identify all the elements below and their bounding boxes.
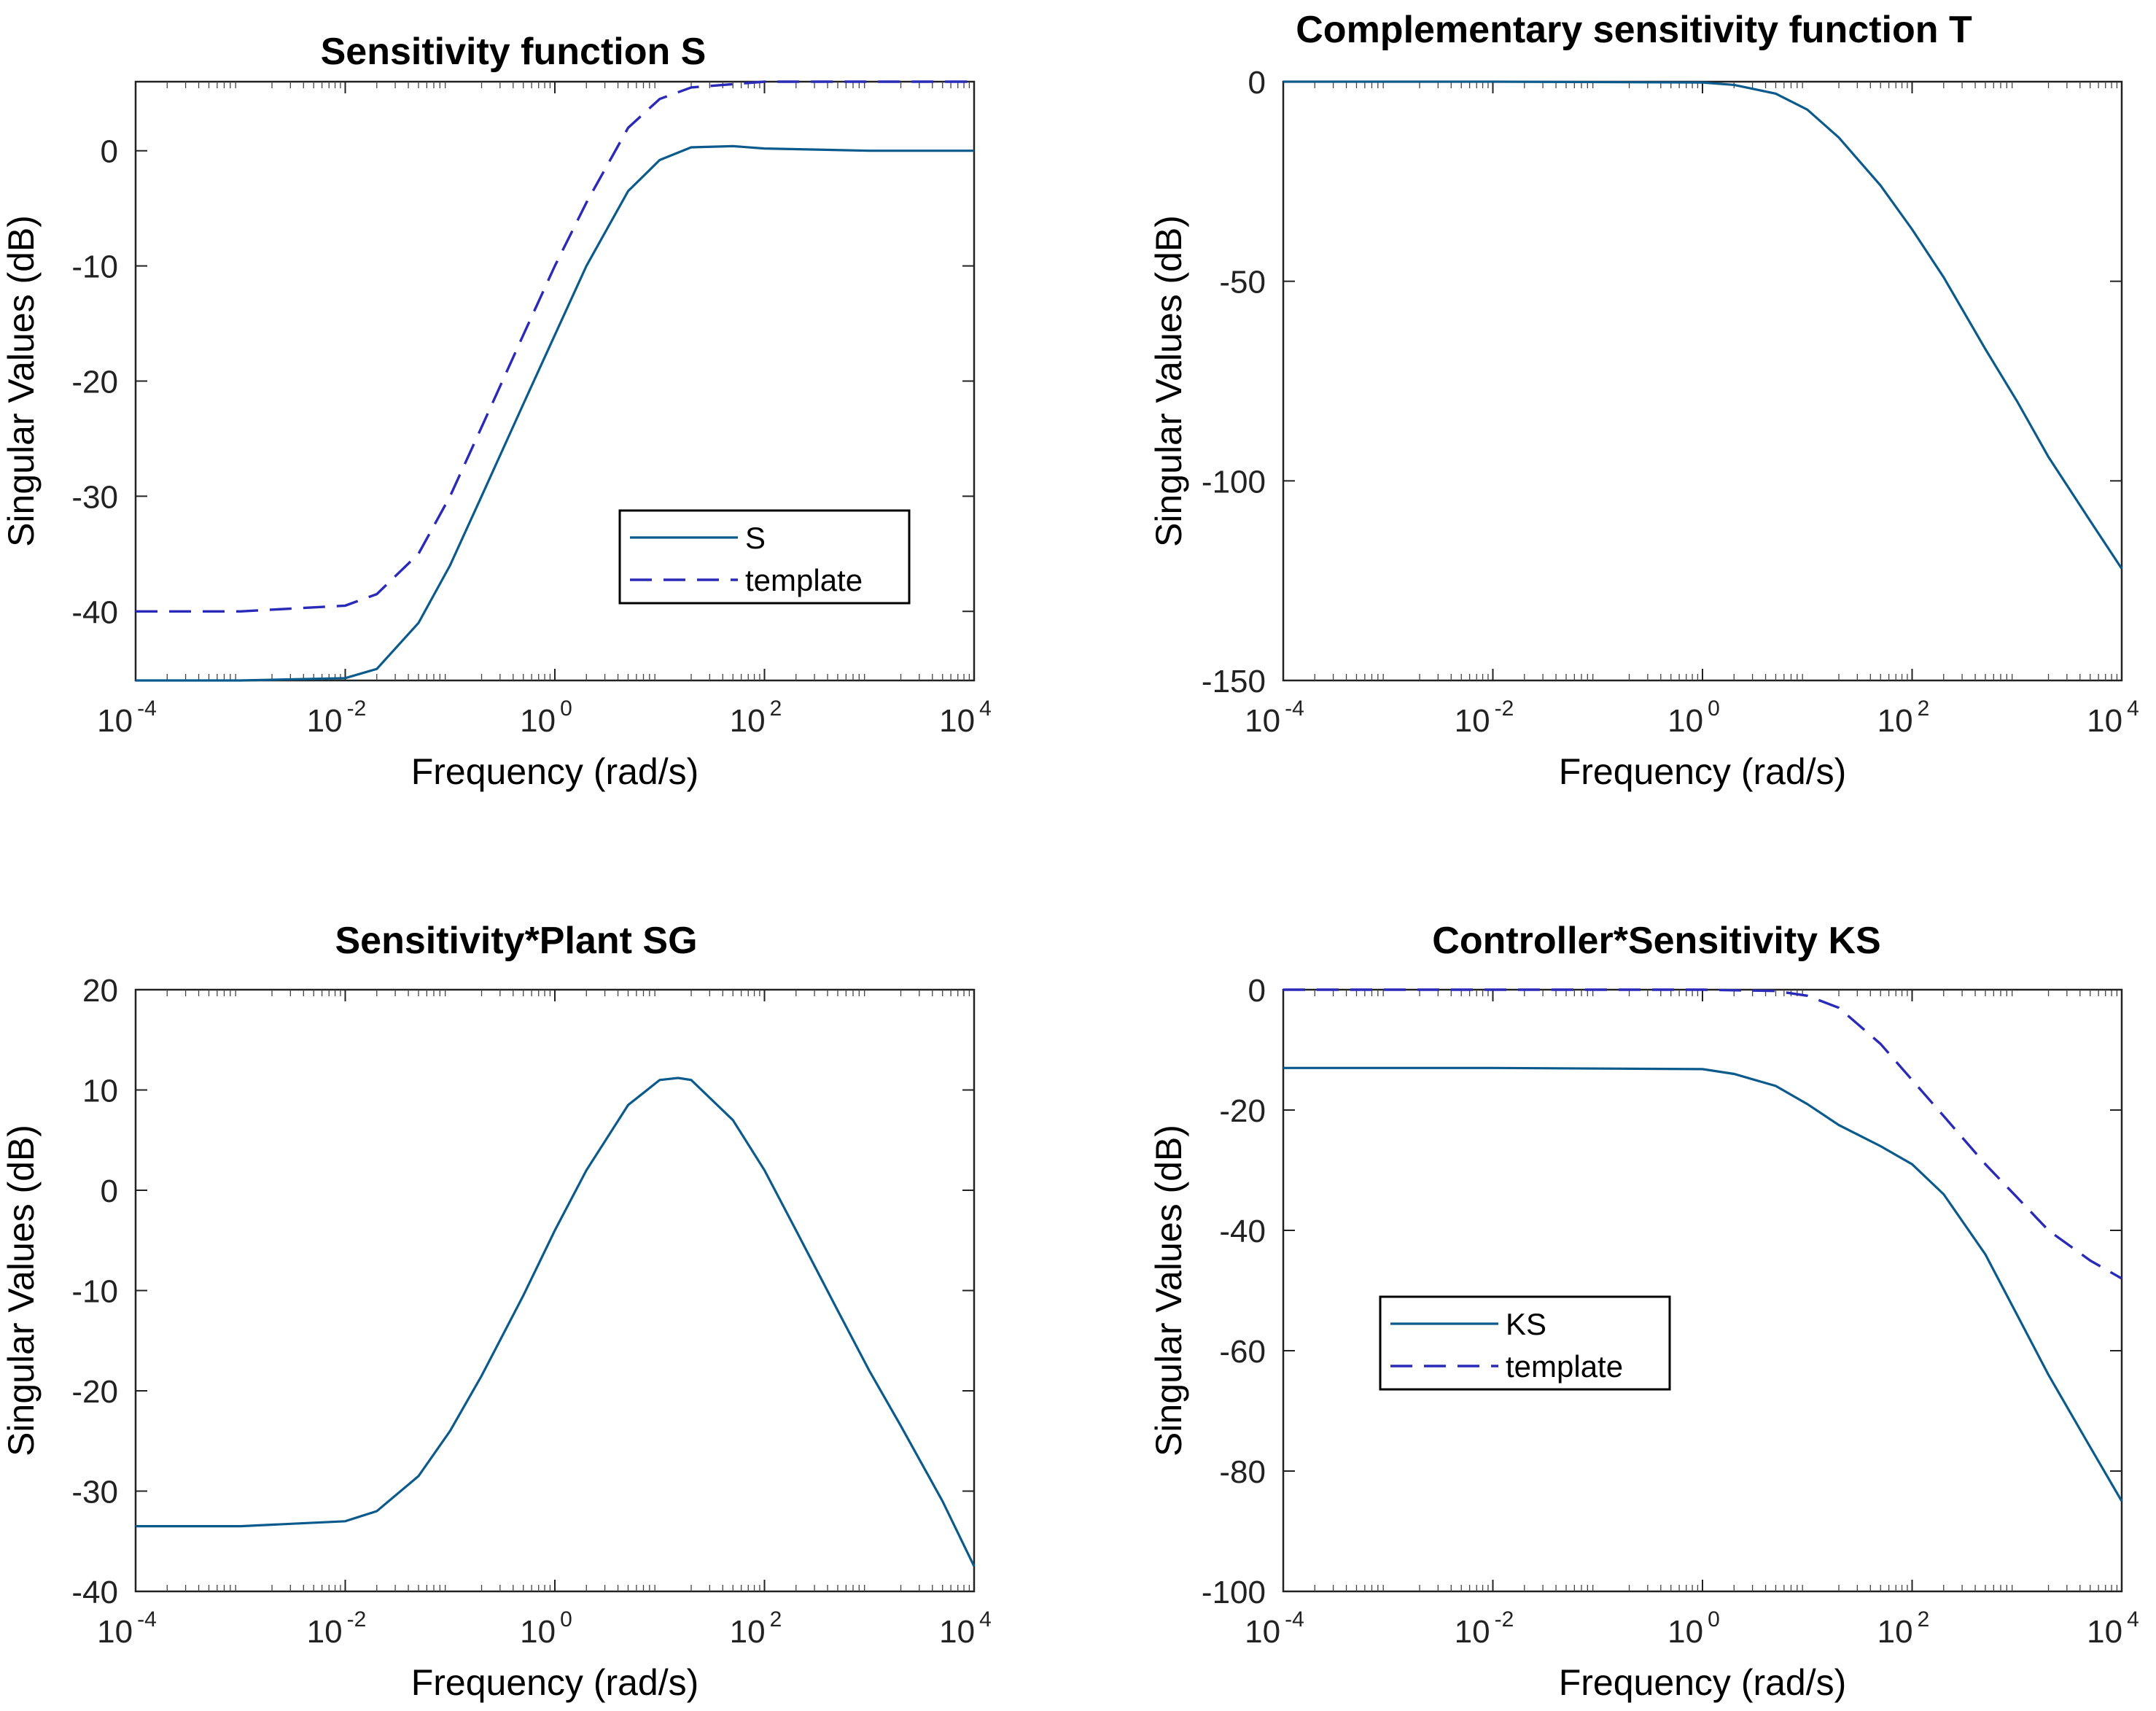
x-tick-label: 10 -2 [307, 1607, 367, 1650]
x-tick-label: 10 2 [1877, 697, 1930, 739]
series-line-s [136, 144, 974, 682]
x-tick-label: 10 2 [730, 697, 782, 739]
x-tick-label: 10 4 [939, 697, 992, 739]
x-tick-label: 10 4 [2087, 1607, 2139, 1650]
y-tick-label: -80 [1219, 1454, 1266, 1490]
chart-title: Complementary sensitivity function T [1296, 9, 1972, 51]
y-tick-label: -100 [1202, 1575, 1266, 1610]
y-tick-label: 10 [82, 1074, 118, 1109]
x-tick-label: 10 -4 [97, 697, 157, 739]
chart-panel-4: Controller*Sensitivity KS 10 -4 10 -2 10 0 10 2 1… [1148, 920, 2139, 1703]
y-tick-label: -10 [71, 249, 118, 285]
x-tick-label: 10 0 [1667, 1607, 1720, 1650]
y-tick-label: -20 [1219, 1093, 1266, 1129]
y-tick-label: 0 [101, 1173, 118, 1209]
chart-title: Controller*Sensitivity KS [1432, 920, 1880, 962]
y-tick-label: -10 [71, 1274, 118, 1310]
x-axis-label: Frequency (rad/s) [411, 1662, 699, 1703]
x-axis-label: Frequency (rad/s) [1559, 1662, 1847, 1703]
plot-area [134, 988, 976, 1593]
plot-area [1282, 988, 2123, 1593]
chart-panel-2: Complementary sensitivity function T 10 -4… [1148, 9, 2139, 792]
x-tick-label: 10 -4 [1245, 697, 1304, 739]
x-tick-label: 10 4 [939, 1607, 992, 1650]
legend-label: S [745, 521, 766, 555]
y-tick-label: 0 [1248, 973, 1266, 1009]
legend-label: template [1506, 1349, 1623, 1384]
series-line-template [136, 80, 974, 613]
y-axis-label: Singular Values (dB) [1, 1125, 42, 1456]
plot-area [1282, 80, 2123, 682]
x-tick-label: 10 -4 [1245, 1607, 1304, 1650]
series-line-t [1283, 80, 2123, 570]
y-tick-label: -40 [71, 1575, 118, 1610]
y-tick-label: -20 [71, 365, 118, 400]
x-tick-label: 10 -4 [97, 1607, 157, 1650]
y-tick-label: 20 [82, 973, 118, 1009]
legend-box [1379, 1295, 1671, 1391]
y-tick-label: -60 [1219, 1334, 1266, 1370]
chart-panel-1: Sensitivity function S 10 -4 10 -2 10 0 10 2 10 4 -… [1, 31, 992, 792]
y-tick-label: -100 [1202, 464, 1266, 500]
chart-title: Sensitivity function S [321, 31, 707, 73]
legend-label: template [745, 563, 863, 597]
y-axis-label: Singular Values (dB) [1148, 1125, 1189, 1456]
y-axis-label: Singular Values (dB) [1, 215, 42, 547]
x-tick-label: 10 4 [2087, 697, 2139, 739]
y-tick-label: -20 [71, 1374, 118, 1410]
y-tick-label: -50 [1219, 265, 1266, 300]
x-tick-label: 10 -2 [1455, 1607, 1514, 1650]
x-tick-label: 10 -2 [307, 697, 367, 739]
y-tick-label: 0 [1248, 65, 1266, 101]
y-tick-label: -150 [1202, 664, 1266, 699]
series-line-template [1283, 988, 2122, 1280]
legend-label: KS [1506, 1307, 1546, 1341]
x-tick-label: 10 0 [1667, 697, 1720, 739]
legend: KS template [1379, 1295, 1671, 1391]
series-line-sg [136, 1076, 976, 1567]
series-line-ks [1283, 1066, 2123, 1502]
y-tick-label: -30 [71, 479, 118, 515]
x-axis-label: Frequency (rad/s) [411, 751, 699, 792]
x-tick-label: 10 2 [730, 1607, 782, 1650]
x-tick-label: 10 2 [1877, 1607, 1930, 1650]
y-axis-label: Singular Values (dB) [1148, 215, 1189, 547]
x-axis-label: Frequency (rad/s) [1559, 751, 1847, 792]
x-tick-label: 10 -2 [1455, 697, 1514, 739]
x-tick-label: 10 0 [520, 697, 572, 739]
x-tick-label: 10 0 [520, 1607, 572, 1650]
chart-title: Sensitivity*Plant SG [335, 920, 697, 962]
y-tick-label: -30 [71, 1475, 118, 1510]
y-tick-label: -40 [71, 594, 118, 630]
y-tick-label: 0 [101, 134, 118, 170]
y-tick-label: -40 [1219, 1214, 1266, 1249]
legend-box [618, 509, 911, 605]
